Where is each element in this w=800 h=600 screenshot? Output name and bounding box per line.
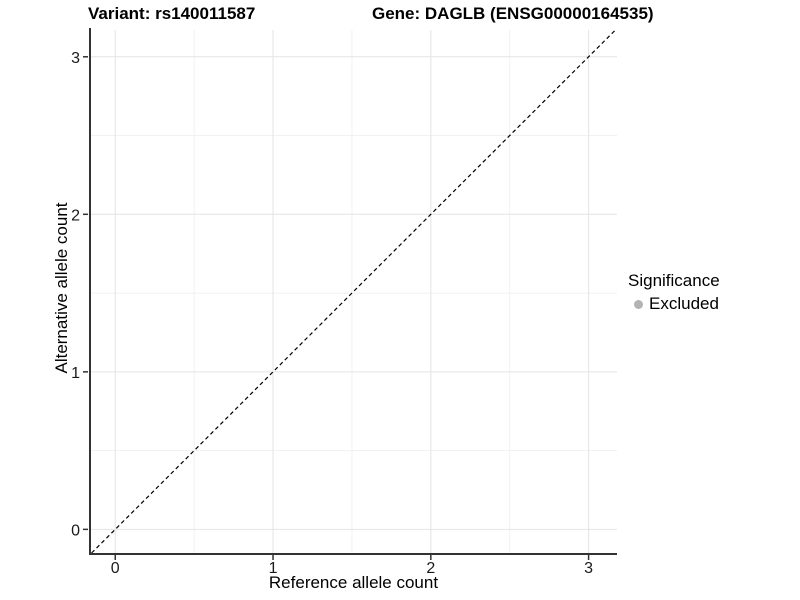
legend-item-label: Excluded <box>649 294 719 313</box>
legend: Significance Excluded <box>628 271 720 314</box>
legend-title: Significance <box>628 271 720 290</box>
identity-line <box>91 29 616 554</box>
y-tick-label: 0 <box>71 522 80 539</box>
legend-item-excluded: Excluded <box>628 294 720 314</box>
y-tick-label: 1 <box>71 365 80 382</box>
x-tick-label: 2 <box>426 560 435 577</box>
y-tick-label: 3 <box>71 50 80 67</box>
y-axis-title: Alternative allele count <box>52 202 71 374</box>
legend-point-icon <box>634 299 643 309</box>
x-tick-label: 0 <box>111 560 120 577</box>
x-axis-title: Reference allele count <box>268 573 439 592</box>
x-tick-label: 1 <box>269 560 278 577</box>
y-tick-label: 2 <box>71 207 80 224</box>
plot-title-variant: Variant: rs140011587 <box>88 4 256 23</box>
plot-title-gene: Gene: DAGLB (ENSG00000164535) <box>372 4 654 23</box>
x-tick-label: 3 <box>584 560 593 577</box>
